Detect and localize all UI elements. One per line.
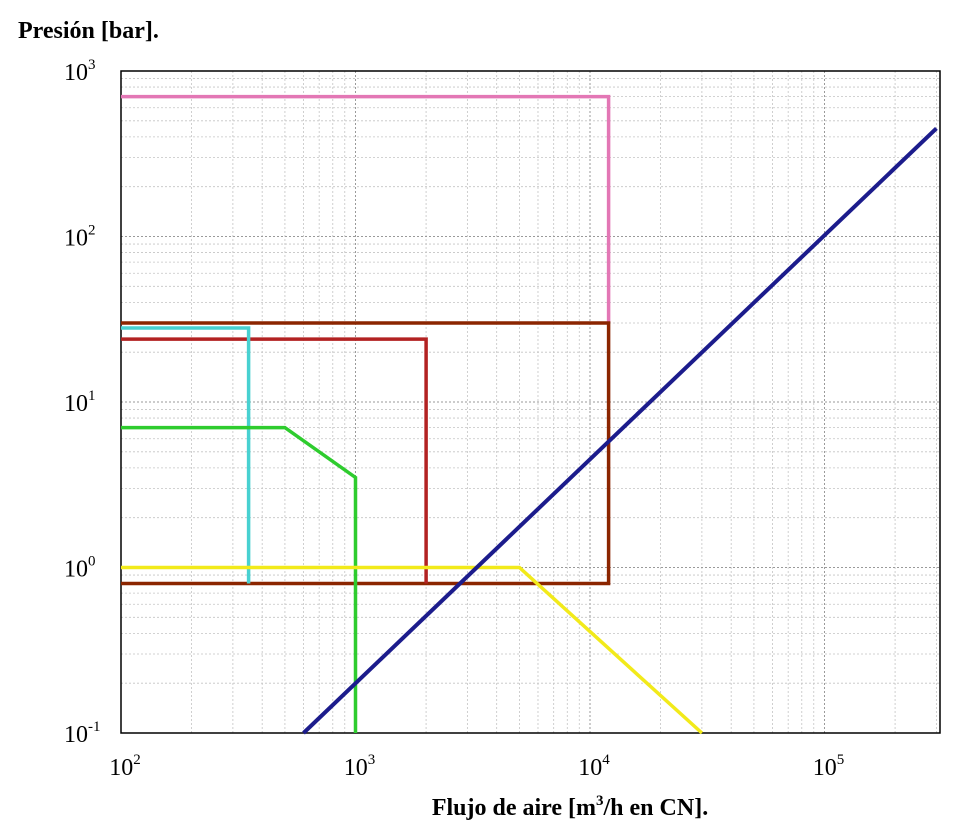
- x-tick-label: 102: [109, 752, 141, 781]
- x-tick-label: 103: [344, 752, 376, 781]
- series-line-7: [302, 126, 938, 735]
- series-line-6: [121, 565, 704, 735]
- x-tick-label: 105: [813, 752, 845, 781]
- tick-labels: 102 103 104 105 10-1 100 101 102 103: [64, 57, 844, 781]
- plot-frame: [120, 70, 941, 734]
- x-tick-label: 104: [578, 752, 610, 781]
- series-line-1: [121, 94, 611, 323]
- series-layer: [121, 94, 938, 735]
- series-line-3: [121, 337, 428, 584]
- y-tick-label: 103: [64, 57, 96, 86]
- series-line-2: [121, 321, 611, 586]
- y-tick-label: 101: [64, 388, 96, 417]
- grid: [120, 70, 940, 734]
- y-axis-title: Presión [bar].: [18, 18, 159, 44]
- y-tick-label: 102: [64, 223, 96, 252]
- series-line-4: [121, 326, 251, 584]
- series-line-5: [121, 425, 358, 733]
- y-tick-label: 10-1: [64, 719, 101, 748]
- y-tick-label: 100: [64, 554, 96, 583]
- x-axis-title: Flujo de aire [m3/h en CN].: [432, 793, 708, 821]
